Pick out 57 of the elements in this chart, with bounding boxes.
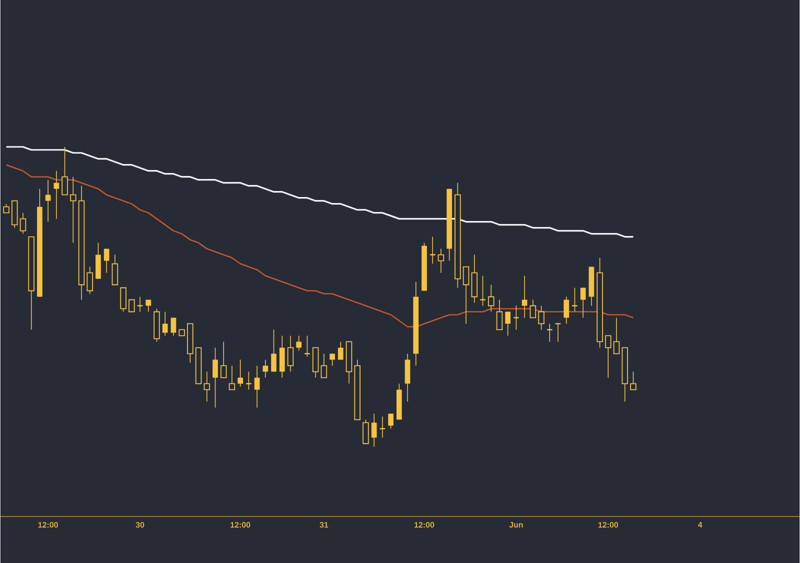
candlestick: [70, 176, 76, 243]
candlestick: [254, 365, 260, 408]
candlestick: [605, 335, 612, 378]
candlestick: [11, 200, 18, 228]
candlestick: [287, 335, 294, 372]
candlestick: [162, 311, 168, 336]
candlestick: [212, 347, 218, 408]
candlestick: [371, 413, 377, 447]
candlestick: [429, 236, 436, 264]
candlestick: [279, 335, 285, 378]
candlestick: [554, 322, 562, 342]
candlestick: [271, 329, 276, 372]
candlestick: [505, 311, 511, 336]
candlestick: [338, 341, 344, 360]
candlestick: [170, 317, 176, 336]
candlestick: [245, 371, 252, 390]
candlestick: [438, 248, 444, 273]
candlestick: [312, 347, 319, 378]
candlestick: [112, 254, 118, 286]
candlestick: [220, 341, 227, 378]
candlestick: [471, 254, 478, 303]
candlestick: [404, 353, 410, 402]
candlestick: [538, 305, 544, 330]
candlestick: [462, 266, 470, 324]
candlestick: [20, 212, 26, 234]
candlestick: [512, 305, 520, 330]
candlestick: [496, 299, 503, 330]
candlestick: [564, 296, 570, 324]
candlestick: [204, 371, 210, 402]
candlestick: [136, 296, 144, 312]
candlestick: [96, 242, 101, 279]
candlestick: [62, 146, 68, 196]
candlestick: [128, 299, 135, 312]
candlestick: [362, 419, 369, 444]
candlestick: [45, 179, 51, 222]
candlestick: [388, 413, 394, 429]
candlestick: [320, 353, 328, 378]
candlestick: [488, 284, 494, 312]
candlestick: [228, 365, 236, 390]
candlestick: [522, 275, 528, 318]
candlestick: [330, 353, 335, 366]
candlestick: [86, 266, 93, 294]
candlestick: [238, 359, 244, 387]
candlestick: [530, 299, 536, 318]
candlestick: [120, 287, 126, 312]
candlestick: [571, 287, 578, 312]
candlestick: [104, 248, 110, 273]
candlestick: [546, 323, 553, 342]
candlestick: [479, 275, 486, 306]
candlestick: [146, 299, 152, 312]
candlestick: [296, 335, 302, 351]
candlestick: [630, 371, 636, 390]
candlestick: [580, 287, 586, 318]
candlestick: [304, 335, 310, 357]
candlestick: [613, 317, 620, 354]
candlestick: [262, 359, 268, 378]
candlestick: [54, 170, 60, 220]
